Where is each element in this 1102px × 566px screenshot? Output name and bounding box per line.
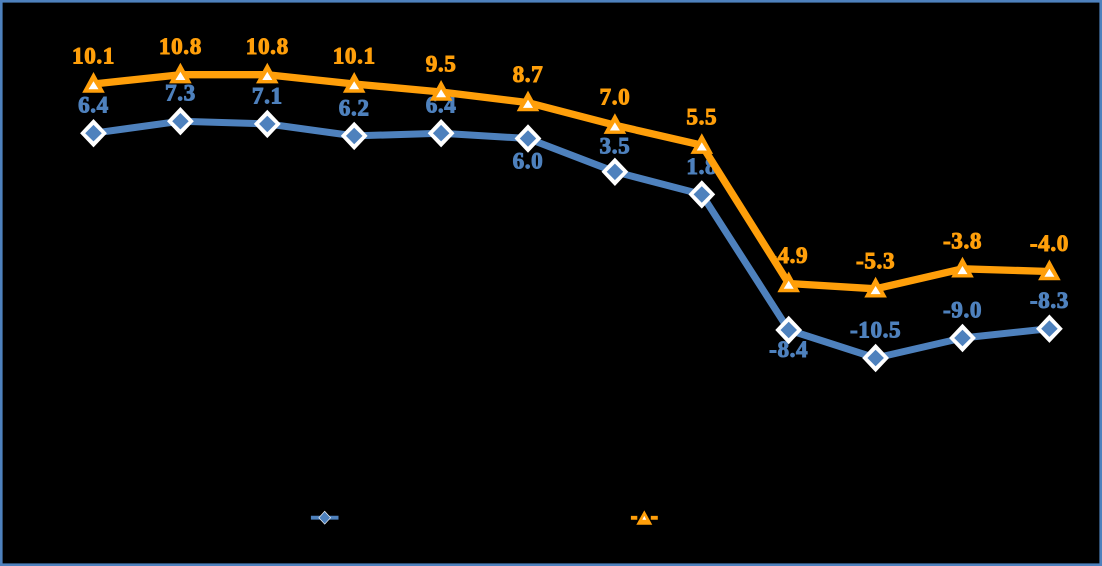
svg-text:-3.8: -3.8 [943,228,982,254]
svg-text:-9.0: -9.0 [943,298,982,324]
svg-text:-10.5: -10.5 [850,318,901,344]
svg-text:6.4: 6.4 [78,93,109,119]
svg-text:10.8: 10.8 [246,34,289,60]
svg-text:5.5: 5.5 [686,105,717,131]
svg-text:-5.3: -5.3 [856,248,895,274]
svg-text:3.5: 3.5 [600,134,631,160]
svg-text:9.5: 9.5 [426,52,457,78]
svg-text:10.1: 10.1 [333,44,376,70]
svg-text:6.2: 6.2 [339,95,370,121]
svg-text:7.1: 7.1 [252,83,283,109]
svg-text:10.1: 10.1 [72,44,115,70]
svg-text:-8.3: -8.3 [1030,288,1069,314]
svg-text:6.0: 6.0 [513,149,544,175]
svg-text:-4.0: -4.0 [1030,231,1069,257]
svg-text:8.7: 8.7 [513,62,544,88]
svg-text:7.3: 7.3 [165,81,196,107]
svg-text:10.8: 10.8 [159,34,202,60]
svg-text:-8.4: -8.4 [769,337,808,363]
svg-text:7.0: 7.0 [600,85,631,111]
